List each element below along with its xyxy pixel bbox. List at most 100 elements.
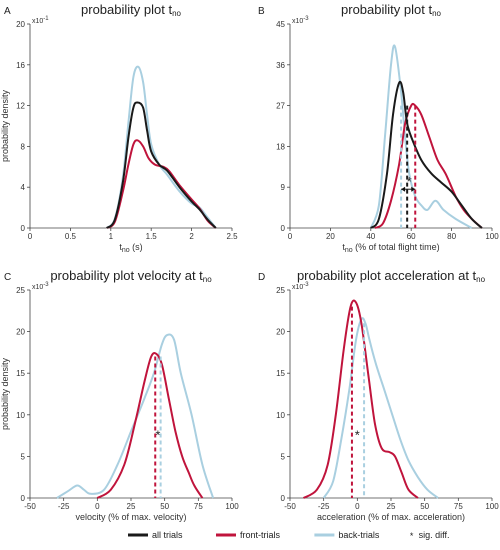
y-exponent-power: -3	[43, 282, 49, 288]
x-axis-label: tno (s)	[119, 242, 142, 254]
x-axis-label-main: acceleration (% of max. acceleration)	[317, 512, 465, 522]
x-tick-label: 0	[28, 232, 33, 241]
x-axis-label-subscript: no	[122, 247, 130, 254]
y-tick-label: 9	[281, 183, 286, 192]
y-tick-label: 5	[281, 452, 286, 461]
legend-label-front: front-trials	[240, 530, 281, 540]
x-tick-label: 20	[326, 232, 335, 241]
chart-title-text: probability plot t	[81, 2, 172, 17]
y-tick-label: 25	[276, 286, 285, 295]
x-tick-label: 80	[447, 232, 456, 241]
series-line-back	[322, 317, 439, 499]
series-line-back	[56, 333, 215, 499]
x-axis-label-suffix: (% of total flight time)	[353, 242, 440, 252]
y-tick-label: 16	[16, 61, 25, 70]
x-tick-label: 2	[189, 232, 194, 241]
y-tick-label: 20	[16, 328, 25, 337]
y-tick-label: 10	[276, 411, 285, 420]
y-tick-label: 10	[16, 411, 25, 420]
x-tick-label: 50	[420, 502, 429, 511]
y-tick-label: 25	[16, 286, 25, 295]
y-tick-label: 0	[21, 224, 26, 233]
x-tick-label: 0	[288, 232, 293, 241]
y-tick-label: 5	[21, 452, 26, 461]
x-tick-label: 0	[355, 502, 360, 511]
y-tick-label: 20	[276, 328, 285, 337]
x-axis-label-main: velocity (% of max. velocity)	[75, 512, 186, 522]
x-axis-label: tno (% of total flight time)	[342, 242, 439, 254]
chart-title-subscript: no	[203, 275, 212, 284]
legend-label-sig: sig. diff.	[419, 530, 450, 540]
x-axis-label-subscript: no	[345, 247, 353, 254]
x-tick-label: 75	[194, 502, 203, 511]
x-tick-label: 100	[485, 232, 499, 241]
series-line-front	[302, 299, 419, 499]
x-tick-label: 0	[95, 502, 100, 511]
y-exponent-power: -3	[303, 282, 309, 288]
y-exponent-power: -1	[43, 16, 49, 22]
x-tick-label: 1	[109, 232, 114, 241]
y-exponent-base: x10	[32, 284, 43, 291]
y-tick-label: 15	[276, 369, 285, 378]
y-tick-label: 0	[21, 494, 26, 503]
sig-marker: *	[407, 174, 412, 189]
x-tick-label: 60	[407, 232, 416, 241]
y-exponent: x10-3	[292, 282, 309, 291]
chart-title-text: probability plot velocity at t	[50, 268, 203, 283]
sig-marker: *	[155, 428, 160, 443]
legend-label-all: all trials	[152, 530, 183, 540]
x-axis-label: velocity (% of max. velocity)	[75, 512, 186, 522]
x-tick-label: 25	[387, 502, 396, 511]
legend: all trials front-trials back-trials * sig. d…	[128, 530, 449, 541]
x-tick-label: 100	[485, 502, 499, 511]
x-tick-label: 25	[127, 502, 136, 511]
y-tick-label: 18	[276, 142, 285, 151]
y-tick-label: 45	[276, 20, 285, 29]
chart-title: probability plot acceleration at tno	[297, 268, 486, 284]
y-exponent-power: -3	[303, 16, 309, 22]
legend-label-back: back-trials	[338, 530, 380, 540]
x-tick-label: 1.5	[146, 232, 158, 241]
chart-title: probability plot tno	[81, 2, 182, 18]
panel-letter: B	[258, 6, 265, 17]
chart-title: probability plot velocity at tno	[50, 268, 212, 284]
x-tick-label: -25	[58, 502, 70, 511]
y-exponent-base: x10	[292, 284, 303, 291]
y-tick-label: 27	[276, 102, 285, 111]
y-tick-label: 12	[16, 102, 25, 111]
series-line-front	[96, 352, 204, 499]
y-tick-label: 8	[21, 142, 26, 151]
chart-title-subscript: no	[432, 9, 441, 18]
y-exponent-base: x10	[32, 18, 43, 25]
x-axis-label-suffix: (s)	[130, 242, 143, 252]
y-exponent: x10-3	[32, 282, 49, 291]
chart-title: probability plot tno	[341, 2, 442, 18]
y-tick-label: 0	[281, 224, 286, 233]
y-tick-label: 0	[281, 494, 286, 503]
sig-arrow-head-right	[411, 186, 416, 192]
x-tick-label: 75	[454, 502, 463, 511]
chart-title-text: probability plot t	[341, 2, 432, 17]
series-line-front	[106, 139, 217, 229]
chart-title-subscript: no	[476, 275, 485, 284]
y-exponent-base: x10	[292, 18, 303, 25]
x-tick-label: -25	[318, 502, 330, 511]
x-tick-label: -50	[24, 502, 36, 511]
series-line-back	[369, 44, 473, 229]
y-tick-label: 20	[16, 20, 25, 29]
panel-letter: A	[4, 6, 11, 17]
y-tick-label: 15	[16, 369, 25, 378]
series-line-all	[106, 101, 217, 229]
chart-title-text: probability plot acceleration at t	[297, 268, 477, 283]
chart-title-subscript: no	[172, 9, 181, 18]
y-axis-label: probability density	[0, 357, 10, 430]
x-tick-label: 100	[225, 502, 239, 511]
series-line-back	[106, 65, 217, 229]
y-tick-label: 4	[21, 183, 26, 192]
x-tick-label: 0.5	[65, 232, 77, 241]
x-axis-label-main: t	[119, 242, 122, 252]
